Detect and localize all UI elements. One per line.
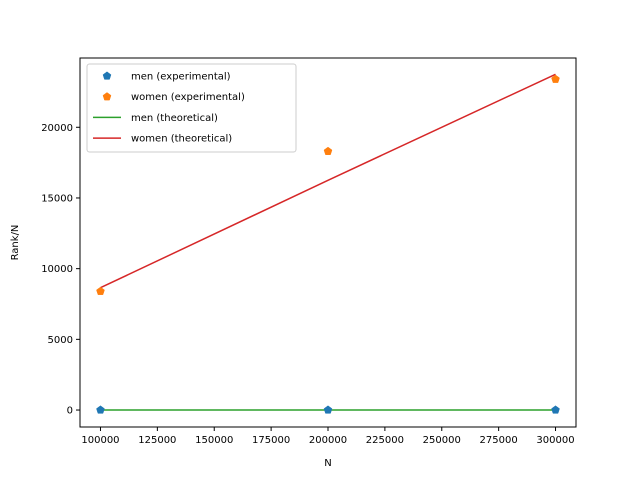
x-tick-label: 175000 bbox=[252, 435, 290, 446]
y-axis-ticks: 0 5000 10000 15000 20000 bbox=[41, 123, 80, 417]
y-tick-label: 5000 bbox=[48, 335, 73, 346]
plot-frame bbox=[79, 57, 577, 428]
x-axis-ticks: 100000 125000 150000 175000 200000 225000 2500… bbox=[81, 427, 575, 446]
legend-swatch-men-experimental bbox=[102, 71, 112, 80]
legend-label-men-experimental: men (experimental) bbox=[131, 72, 231, 83]
data-point-men-experimental bbox=[96, 405, 105, 414]
legend-box bbox=[86, 63, 297, 153]
data-point-women-experimental bbox=[96, 286, 105, 295]
x-tick-label: 300000 bbox=[536, 435, 574, 446]
y-tick-label: 15000 bbox=[41, 193, 73, 204]
x-tick-label: 125000 bbox=[138, 435, 176, 446]
chart-marks bbox=[96, 73, 560, 414]
legend-label-men-theoretical: men (theoretical) bbox=[131, 113, 218, 124]
data-point-women-experimental bbox=[323, 146, 333, 155]
x-axis-label: N bbox=[324, 458, 331, 469]
x-tick-label: 250000 bbox=[423, 435, 461, 446]
legend-swatch-women-experimental bbox=[102, 92, 112, 101]
series-line-women-theoretical bbox=[100, 73, 556, 289]
data-point-men-experimental bbox=[323, 405, 333, 414]
legend: men (experimental) women (experimental) me… bbox=[86, 63, 297, 153]
y-tick-label: 0 bbox=[67, 406, 73, 417]
data-point-men-experimental bbox=[551, 405, 560, 414]
x-tick-label: 150000 bbox=[195, 435, 233, 446]
legend-label-women-theoretical: women (theoretical) bbox=[131, 134, 232, 145]
x-tick-label: 275000 bbox=[480, 435, 518, 446]
y-tick-label: 20000 bbox=[41, 123, 73, 134]
x-tick-label: 100000 bbox=[81, 435, 119, 446]
legend-label-women-experimental: women (experimental) bbox=[131, 92, 245, 103]
x-tick-label: 225000 bbox=[366, 435, 404, 446]
data-point-women-experimental bbox=[551, 74, 560, 83]
y-tick-label: 10000 bbox=[41, 264, 73, 275]
x-tick-label: 200000 bbox=[309, 435, 347, 446]
y-axis-label: Rank/N bbox=[10, 225, 21, 261]
